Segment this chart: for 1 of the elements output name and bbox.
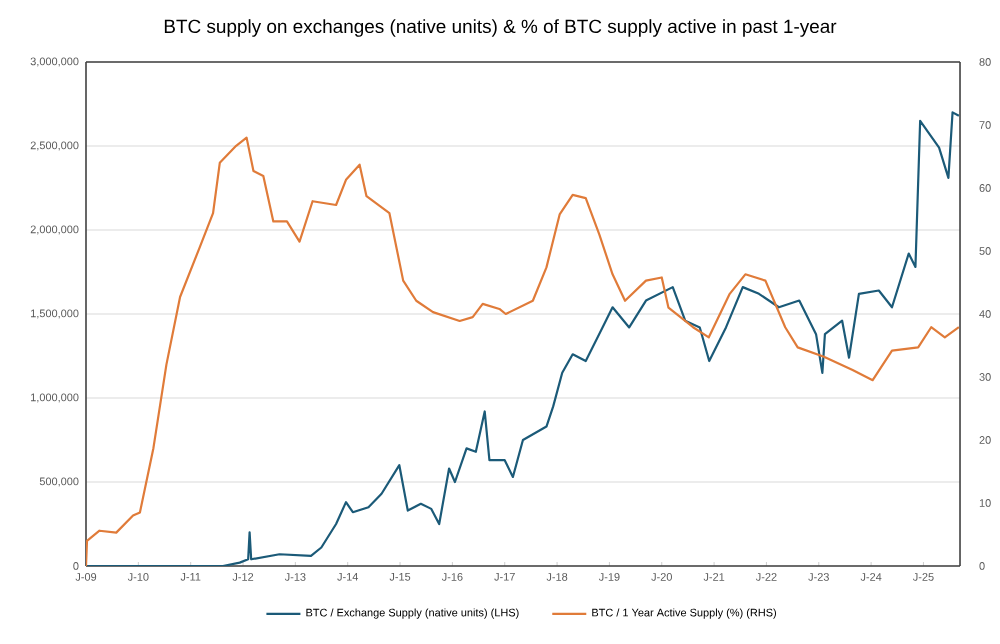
chart-title: BTC supply on exchanges (native units) & % of BTC supply active in past 1-year bbox=[164, 19, 837, 37]
